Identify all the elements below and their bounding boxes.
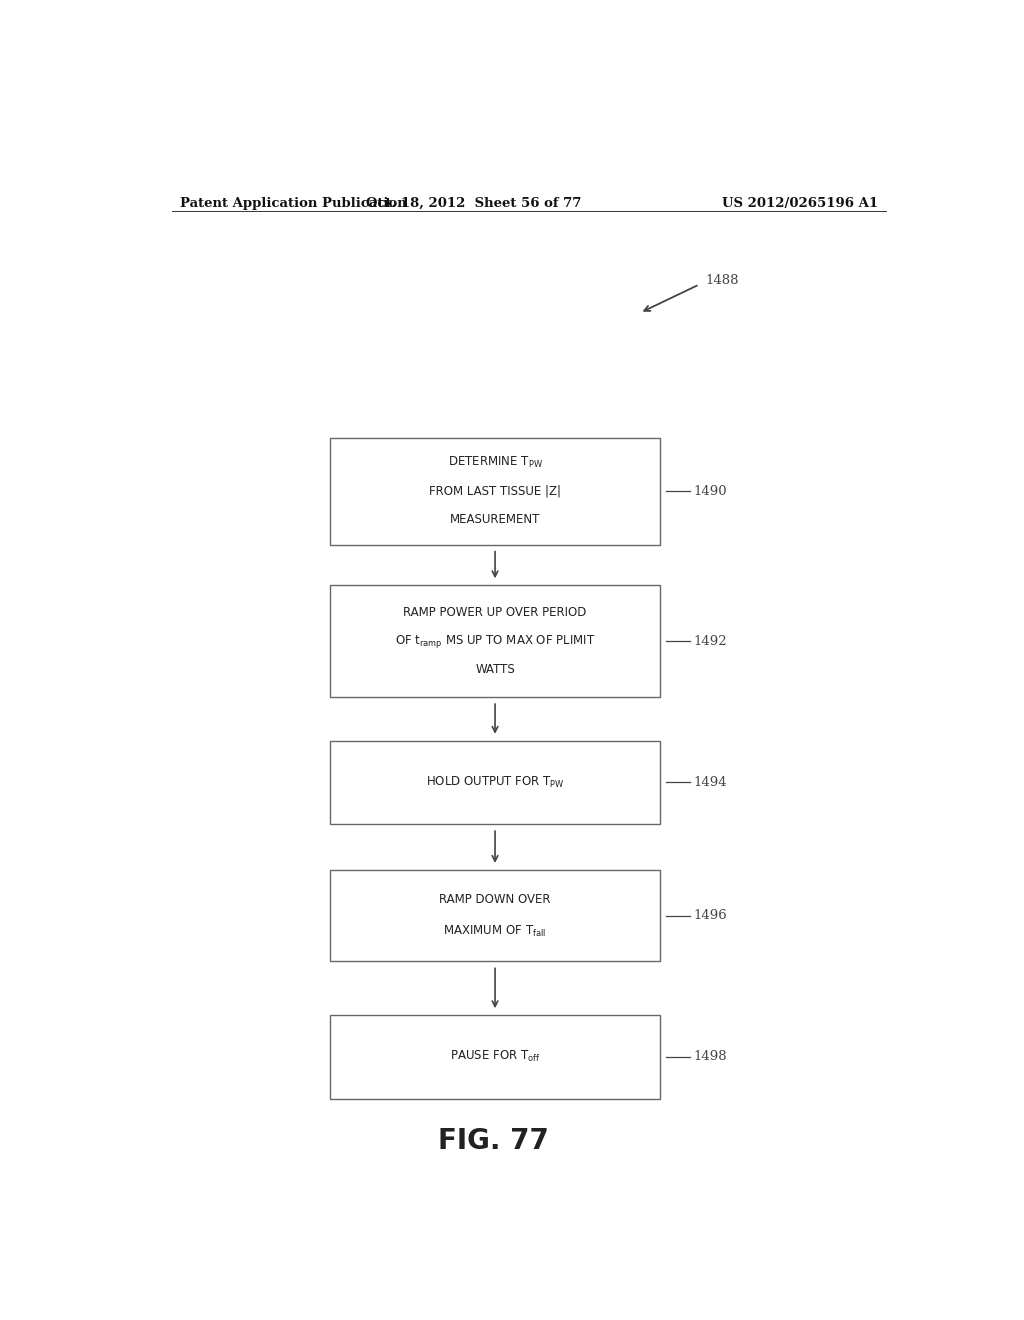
Text: OF $\mathregular{t_{ramp}}$ MS UP TO MAX OF PLIMIT: OF $\mathregular{t_{ramp}}$ MS UP TO MAX… xyxy=(395,632,595,649)
Text: DETERMINE $\mathregular{T_{PW}}$: DETERMINE $\mathregular{T_{PW}}$ xyxy=(447,455,543,470)
Bar xyxy=(331,870,659,961)
Text: 1498: 1498 xyxy=(694,1051,727,1064)
Text: RAMP DOWN OVER: RAMP DOWN OVER xyxy=(439,894,551,907)
Text: Oct. 18, 2012  Sheet 56 of 77: Oct. 18, 2012 Sheet 56 of 77 xyxy=(366,197,581,210)
Text: 1492: 1492 xyxy=(694,635,727,648)
Text: Patent Application Publication: Patent Application Publication xyxy=(179,197,407,210)
Bar xyxy=(331,585,659,697)
Text: MEASUREMENT: MEASUREMENT xyxy=(450,513,541,527)
Text: FROM LAST TISSUE |Z|: FROM LAST TISSUE |Z| xyxy=(429,484,561,498)
Bar xyxy=(331,438,659,545)
Bar xyxy=(331,1015,659,1098)
Text: 1496: 1496 xyxy=(694,909,728,923)
Text: 1490: 1490 xyxy=(694,484,727,498)
Bar xyxy=(331,741,659,824)
Text: 1494: 1494 xyxy=(694,776,727,789)
Text: FIG. 77: FIG. 77 xyxy=(437,1127,549,1155)
Text: WATTS: WATTS xyxy=(475,663,515,676)
Text: US 2012/0265196 A1: US 2012/0265196 A1 xyxy=(722,197,878,210)
Text: HOLD OUTPUT FOR $\mathregular{T_{PW}}$: HOLD OUTPUT FOR $\mathregular{T_{PW}}$ xyxy=(426,775,564,789)
Text: RAMP POWER UP OVER PERIOD: RAMP POWER UP OVER PERIOD xyxy=(403,606,587,619)
Text: 1488: 1488 xyxy=(706,273,739,286)
Text: PAUSE FOR $\mathregular{T_{off}}$: PAUSE FOR $\mathregular{T_{off}}$ xyxy=(450,1049,541,1064)
Text: MAXIMUM OF $\mathregular{T_{fall}}$: MAXIMUM OF $\mathregular{T_{fall}}$ xyxy=(443,924,547,939)
